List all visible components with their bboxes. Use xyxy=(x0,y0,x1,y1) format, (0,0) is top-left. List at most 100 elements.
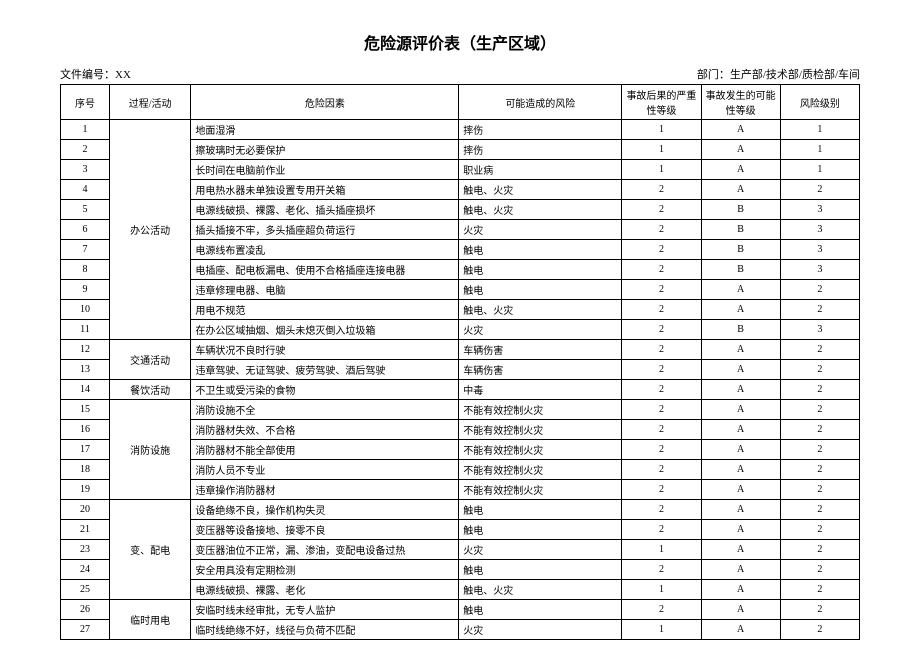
cell-level: 3 xyxy=(780,240,859,260)
cell-factor: 消防器材不能全部使用 xyxy=(191,440,459,460)
cell-severity: 1 xyxy=(622,140,701,160)
cell-level: 2 xyxy=(780,520,859,540)
cell-factor: 电源线破损、裸露、老化、插头插座损坏 xyxy=(191,200,459,220)
cell-activity: 变、配电 xyxy=(109,500,191,600)
cell-risk: 火灾 xyxy=(459,220,622,240)
cell-seq: 26 xyxy=(61,600,110,620)
cell-probability: B xyxy=(701,240,780,260)
cell-seq: 13 xyxy=(61,360,110,380)
cell-severity: 1 xyxy=(622,540,701,560)
cell-factor: 不卫生或受污染的食物 xyxy=(191,380,459,400)
col-seq: 序号 xyxy=(61,85,110,120)
col-activity: 过程/活动 xyxy=(109,85,191,120)
table-row: 20变、配电设备绝缘不良，操作机构失灵触电2A2 xyxy=(61,500,860,520)
cell-probability: B xyxy=(701,260,780,280)
cell-probability: B xyxy=(701,200,780,220)
cell-seq: 18 xyxy=(61,460,110,480)
cell-probability: A xyxy=(701,620,780,640)
cell-level: 2 xyxy=(780,560,859,580)
cell-severity: 2 xyxy=(622,180,701,200)
cell-factor: 消防人员不专业 xyxy=(191,460,459,480)
cell-risk: 触电、火灾 xyxy=(459,580,622,600)
cell-severity: 2 xyxy=(622,200,701,220)
cell-level: 2 xyxy=(780,380,859,400)
cell-seq: 21 xyxy=(61,520,110,540)
cell-severity: 2 xyxy=(622,420,701,440)
cell-seq: 19 xyxy=(61,480,110,500)
doc-no-label: 文件编号： xyxy=(60,69,115,81)
cell-probability: A xyxy=(701,300,780,320)
risk-table: 序号 过程/活动 危险因素 可能造成的风险 事故后果的严重性等级 事故发生的可能… xyxy=(60,84,860,640)
cell-risk: 中毒 xyxy=(459,380,622,400)
cell-probability: A xyxy=(701,580,780,600)
table-row: 14餐饮活动不卫生或受污染的食物中毒2A2 xyxy=(61,380,860,400)
cell-level: 2 xyxy=(780,340,859,360)
cell-probability: A xyxy=(701,560,780,580)
cell-severity: 2 xyxy=(622,360,701,380)
cell-seq: 14 xyxy=(61,380,110,400)
cell-severity: 1 xyxy=(622,580,701,600)
cell-probability: A xyxy=(701,420,780,440)
cell-activity: 交通活动 xyxy=(109,340,191,380)
cell-seq: 23 xyxy=(61,540,110,560)
header-row: 文件编号：XX 部门：生产部/技术部/质检部/车间 xyxy=(60,66,860,82)
cell-probability: B xyxy=(701,220,780,240)
cell-probability: A xyxy=(701,120,780,140)
cell-factor: 插头插接不牢，多头插座超负荷运行 xyxy=(191,220,459,240)
cell-factor: 擦玻璃时无必要保护 xyxy=(191,140,459,160)
cell-factor: 变压器油位不正常，漏、渗油，变配电设备过热 xyxy=(191,540,459,560)
cell-severity: 2 xyxy=(622,320,701,340)
cell-seq: 5 xyxy=(61,200,110,220)
cell-seq: 1 xyxy=(61,120,110,140)
cell-risk: 不能有效控制火灾 xyxy=(459,480,622,500)
cell-risk: 触电 xyxy=(459,280,622,300)
cell-risk: 车辆伤害 xyxy=(459,360,622,380)
cell-risk: 摔伤 xyxy=(459,140,622,160)
cell-factor: 变压器等设备接地、接零不良 xyxy=(191,520,459,540)
cell-seq: 15 xyxy=(61,400,110,420)
cell-risk: 不能有效控制火灾 xyxy=(459,440,622,460)
cell-probability: A xyxy=(701,380,780,400)
cell-seq: 6 xyxy=(61,220,110,240)
page-title: 危险源评价表（生产区域） xyxy=(60,30,860,54)
cell-factor: 违章操作消防器材 xyxy=(191,480,459,500)
cell-seq: 10 xyxy=(61,300,110,320)
cell-level: 3 xyxy=(780,320,859,340)
cell-level: 2 xyxy=(780,180,859,200)
cell-level: 2 xyxy=(780,480,859,500)
table-row: 15消防设施消防设施不全不能有效控制火灾2A2 xyxy=(61,400,860,420)
col-level: 风险级别 xyxy=(780,85,859,120)
cell-level: 2 xyxy=(780,360,859,380)
table-row: 26临时用电安临时线未经审批，无专人监护触电2A2 xyxy=(61,600,860,620)
doc-number: 文件编号：XX xyxy=(60,66,131,82)
cell-factor: 临时线绝缘不好，线径与负荷不匹配 xyxy=(191,620,459,640)
cell-risk: 触电 xyxy=(459,240,622,260)
col-probability: 事故发生的可能性等级 xyxy=(701,85,780,120)
cell-severity: 2 xyxy=(622,440,701,460)
cell-risk: 不能有效控制火灾 xyxy=(459,400,622,420)
cell-severity: 1 xyxy=(622,160,701,180)
cell-factor: 电源线破损、裸露、老化 xyxy=(191,580,459,600)
cell-severity: 2 xyxy=(622,380,701,400)
cell-severity: 2 xyxy=(622,600,701,620)
cell-probability: A xyxy=(701,460,780,480)
cell-seq: 24 xyxy=(61,560,110,580)
cell-risk: 摔伤 xyxy=(459,120,622,140)
cell-level: 2 xyxy=(780,280,859,300)
cell-risk: 触电 xyxy=(459,520,622,540)
cell-factor: 在办公区域抽烟、烟头未熄灭倒入垃圾箱 xyxy=(191,320,459,340)
cell-severity: 2 xyxy=(622,520,701,540)
col-possible-risk: 可能造成的风险 xyxy=(459,85,622,120)
cell-level: 1 xyxy=(780,120,859,140)
cell-risk: 火灾 xyxy=(459,540,622,560)
cell-probability: A xyxy=(701,540,780,560)
cell-seq: 17 xyxy=(61,440,110,460)
cell-level: 3 xyxy=(780,200,859,220)
cell-severity: 2 xyxy=(622,400,701,420)
cell-severity: 2 xyxy=(622,280,701,300)
cell-level: 1 xyxy=(780,160,859,180)
cell-level: 2 xyxy=(780,620,859,640)
cell-level: 3 xyxy=(780,220,859,240)
cell-seq: 9 xyxy=(61,280,110,300)
cell-level: 2 xyxy=(780,440,859,460)
